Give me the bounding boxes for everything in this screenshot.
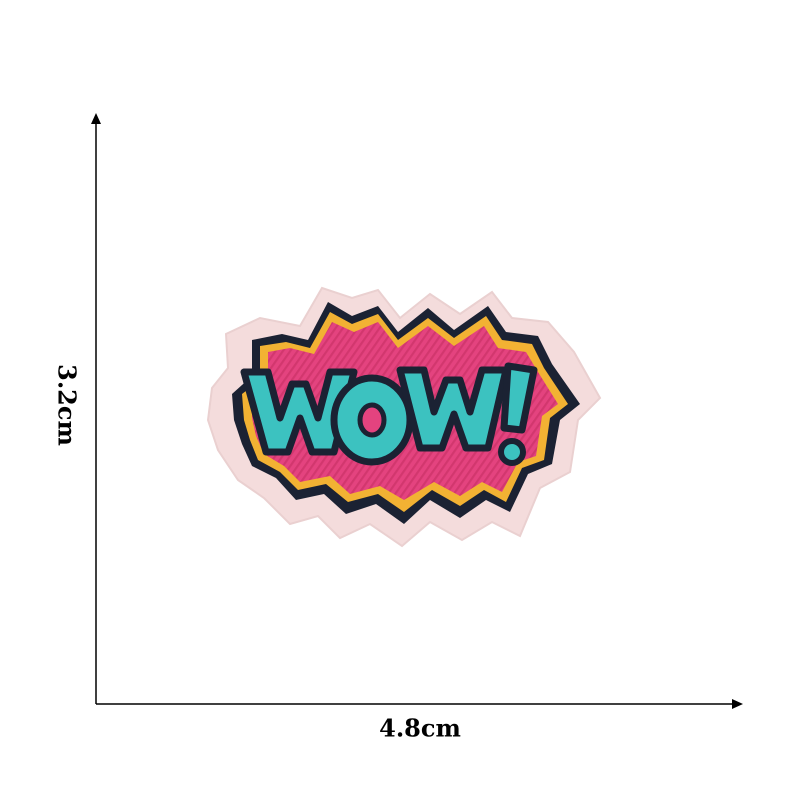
wow-lettering: [240, 362, 538, 466]
vertical-axis-arrowhead: [91, 113, 101, 124]
exclamation-dot: [498, 438, 526, 466]
horizontal-axis-arrowhead: [732, 699, 743, 709]
letter-w-1: [240, 368, 358, 456]
letter-o-counter: [357, 402, 387, 438]
width-dimension-label: 4.8cm: [379, 713, 461, 743]
exclamation-bar: [500, 362, 538, 434]
letter-w-2: [396, 366, 510, 452]
